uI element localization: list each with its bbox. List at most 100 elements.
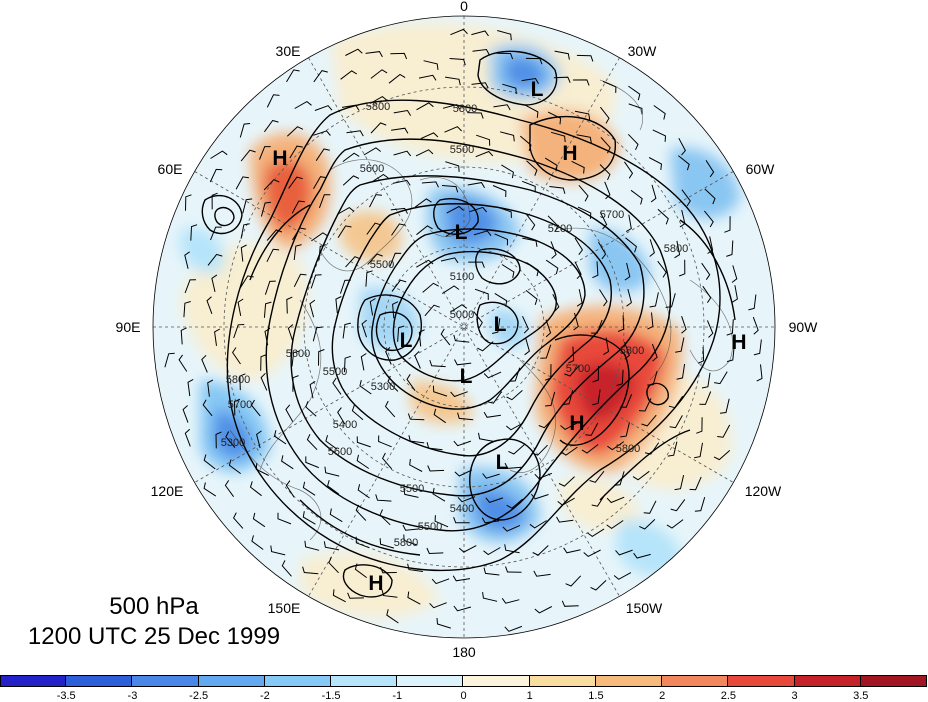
colorbar-swatch [794,675,861,687]
contour-label: 5600 [328,446,352,458]
wind-barb [182,405,189,423]
wind-barb [289,145,303,159]
wind-barb [446,205,464,214]
wind-barb [335,296,342,314]
wind-barb [318,194,331,209]
wind-barb [266,248,280,263]
wind-barb [341,104,360,111]
wind-barb [525,290,538,305]
wind-barb [504,544,520,554]
wind-barb [676,363,686,380]
wind-barb [431,578,450,585]
wind-barb [644,442,660,455]
map-frame [152,15,776,639]
low-center: L [531,78,544,101]
wind-barb [589,470,605,483]
wind-barb [565,575,582,587]
wind-barb [232,512,244,529]
wind-barb [626,288,632,307]
wind-barb [505,422,524,431]
wind-barb [533,570,551,577]
wind-barb [613,572,632,580]
wind-barb [304,540,320,551]
wind-barb [356,454,370,469]
colorbar-swatch [529,675,596,687]
wind-barb [345,256,361,268]
wind-barb [180,327,187,345]
wind-barb [454,359,472,366]
wind-barb [370,69,388,79]
wind-barb [506,498,523,509]
wind-barb [294,100,312,109]
wind-barb [342,175,360,186]
wind-barb [414,198,432,208]
contour-label: 5300 [371,381,395,393]
wind-barb [525,104,539,118]
wind-barb [403,488,419,498]
wind-barb [210,226,222,241]
wind-barb [285,404,294,422]
wind-barb [292,375,299,392]
wind-barb [560,422,578,431]
wind-barb [501,264,515,278]
wind-barb [653,105,666,120]
wind-barb [292,227,306,241]
contour-label: 5500 [450,144,474,156]
wind-barb [184,279,197,294]
wind-barb [379,509,391,526]
wind-barb [281,560,292,577]
wind-barb [476,134,491,146]
wind-barb [483,547,501,556]
wind-barb [441,185,459,193]
wind-barb [647,370,658,386]
wind-barb [356,436,371,448]
wind-barb [380,567,397,574]
wind-barb [598,241,607,260]
wind-barb [624,262,631,281]
wind-barb [231,347,241,365]
wind-barb [522,180,536,193]
wind-barb [556,516,574,523]
wind-barb [457,412,474,421]
colorbar-swatch [662,675,729,687]
wind-barb [264,327,271,346]
wind-barb [544,157,558,172]
wind-barb [681,316,687,334]
wind-barb [251,535,264,550]
wind-barb [474,288,489,300]
wind-barb [314,105,333,111]
wind-barb [324,466,340,477]
wind-barb [237,298,244,316]
wind-barb [302,481,316,496]
wind-barb [668,395,684,409]
wind-barb [336,206,355,215]
contour-label: 5600 [360,163,384,175]
wind-barb [628,103,643,115]
pressure-level-title: 500 hPa [109,593,199,620]
wind-barb [440,257,459,264]
wind-barb [454,469,473,477]
wind-barb [564,365,580,377]
wind-barb [666,519,684,529]
wind-barb [233,324,245,339]
high-center: H [272,147,287,170]
wind-barb [563,390,574,405]
wind-barb [599,289,608,307]
wind-barb [752,316,759,335]
wind-barb [207,379,214,397]
wind-barb [475,150,494,158]
wind-barb [552,293,560,312]
wind-barb [432,487,446,502]
low-center: L [496,451,509,474]
contour-value-labels: 5800 5800 5500 5600 5700 5200 5800 5500 … [221,101,688,549]
wind-barb [416,102,434,111]
wind-barb [424,304,440,317]
wind-barb [592,261,599,279]
wind-barb [445,228,463,237]
wind-barb [469,206,487,213]
wind-barb [332,589,346,603]
wind-barb [340,70,358,80]
wind-barb [704,210,714,228]
wind-barb [210,150,228,159]
wind-barb [504,625,523,632]
